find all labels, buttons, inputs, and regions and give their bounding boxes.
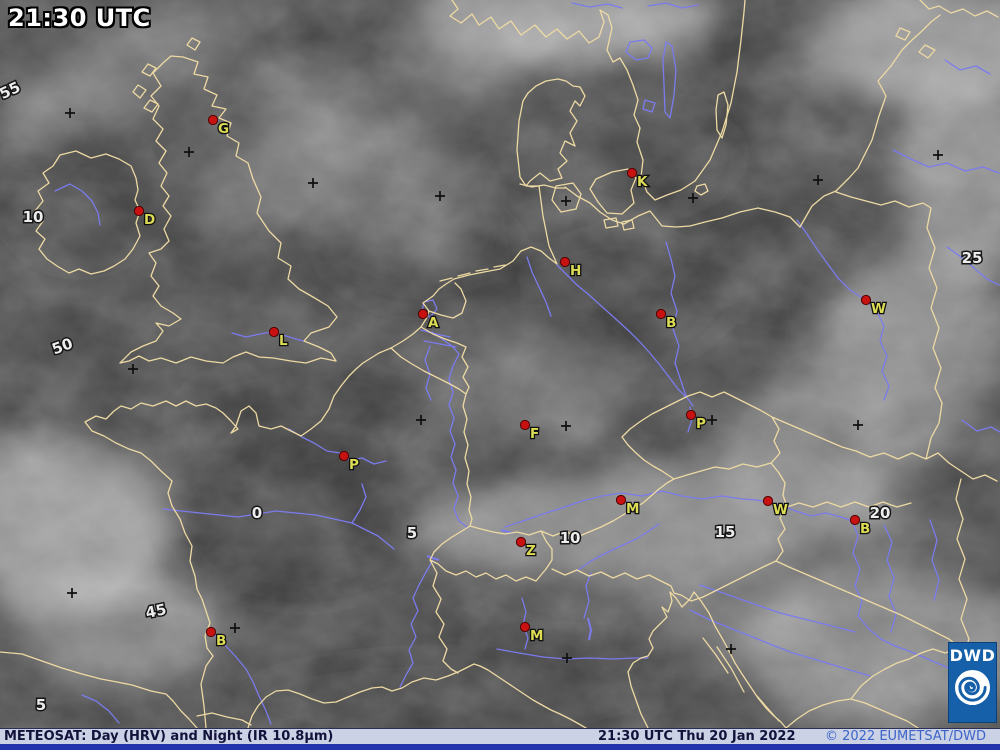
city-dot <box>515 536 527 548</box>
footer-accent-bar <box>0 744 1000 750</box>
timestamp-overlay: 21:30 UTC <box>8 4 151 32</box>
grid-cross <box>813 175 823 185</box>
graticule-label: 0 <box>252 504 262 522</box>
city-label: A <box>428 315 439 331</box>
river-lines <box>54 2 1000 725</box>
grid-cross <box>688 193 698 203</box>
footer-datetime: 21:30 UTC Thu 20 Jan 2022 <box>598 729 796 744</box>
city-dot <box>417 308 429 320</box>
grid-cross <box>230 623 240 633</box>
city-label: Z <box>526 543 536 559</box>
grid-cross <box>561 421 571 431</box>
city-dot <box>626 167 638 179</box>
grid-cross <box>416 415 426 425</box>
city-label: B <box>666 315 676 331</box>
dwd-logo: DWD <box>949 643 996 722</box>
city-dot <box>762 495 774 507</box>
copyright-label: © 2022 EUMETSAT/DWD <box>824 729 986 744</box>
grid-cross <box>184 147 194 157</box>
grid-cross <box>853 420 863 430</box>
city-dot <box>615 494 627 506</box>
city-dot <box>655 308 667 320</box>
grid-cross <box>308 178 318 188</box>
city-label: F <box>530 426 539 442</box>
graticule-label: 20 <box>870 504 891 522</box>
city-label: L <box>279 333 288 349</box>
grid-cross <box>65 108 75 118</box>
grid-cross <box>933 150 943 160</box>
city-dot <box>519 419 531 431</box>
dwd-logo-text: DWD <box>949 646 996 665</box>
city-label: G <box>218 121 229 137</box>
grid-cross <box>67 588 77 598</box>
graticule-label: 10 <box>23 208 44 226</box>
product-label: METEOSAT: Day (HRV) and Night (IR 10.8µm… <box>4 729 334 744</box>
city-label: H <box>570 263 581 279</box>
city-label: M <box>530 628 543 644</box>
city-label: B <box>860 521 870 537</box>
graticule-label: 15 <box>715 523 736 541</box>
grid-cross <box>562 653 572 663</box>
city-dot <box>133 205 145 217</box>
city-label: P <box>349 457 359 473</box>
city-dot <box>519 621 531 633</box>
city-dot <box>849 514 861 526</box>
grid-cross <box>707 415 717 425</box>
grid-cross <box>726 644 736 654</box>
city-label: W <box>871 301 886 317</box>
graticule-label: 25 <box>962 249 983 267</box>
graticule-label: 10 <box>560 529 581 547</box>
city-dot <box>207 114 219 126</box>
footer-background <box>0 728 1000 745</box>
city-label: B <box>216 633 226 649</box>
city-dot <box>268 326 280 338</box>
city-dot <box>685 409 697 421</box>
city-label: D <box>144 212 155 228</box>
city-dot <box>205 626 217 638</box>
country-borders <box>0 0 999 728</box>
cloud-field <box>0 0 1000 728</box>
graticule-crosses <box>65 108 943 663</box>
city-dot <box>559 256 571 268</box>
city-label: W <box>773 502 788 518</box>
city-label: P <box>696 416 706 432</box>
city-markers: G D L A K H B W F P P M W B Z M B <box>133 114 887 650</box>
grid-cross <box>128 364 138 374</box>
grid-cross <box>561 196 571 206</box>
graticule-label: 5 <box>36 696 46 714</box>
city-dot <box>338 450 350 462</box>
footer-bar: METEOSAT: Day (HRV) and Night (IR 10.8µm… <box>0 728 1000 750</box>
city-label: M <box>626 501 639 517</box>
dwd-spiral-icon <box>954 669 991 706</box>
city-dot <box>860 294 872 306</box>
grid-cross <box>435 191 445 201</box>
graticule-label: 5 <box>407 524 417 542</box>
city-label: K <box>637 174 648 190</box>
